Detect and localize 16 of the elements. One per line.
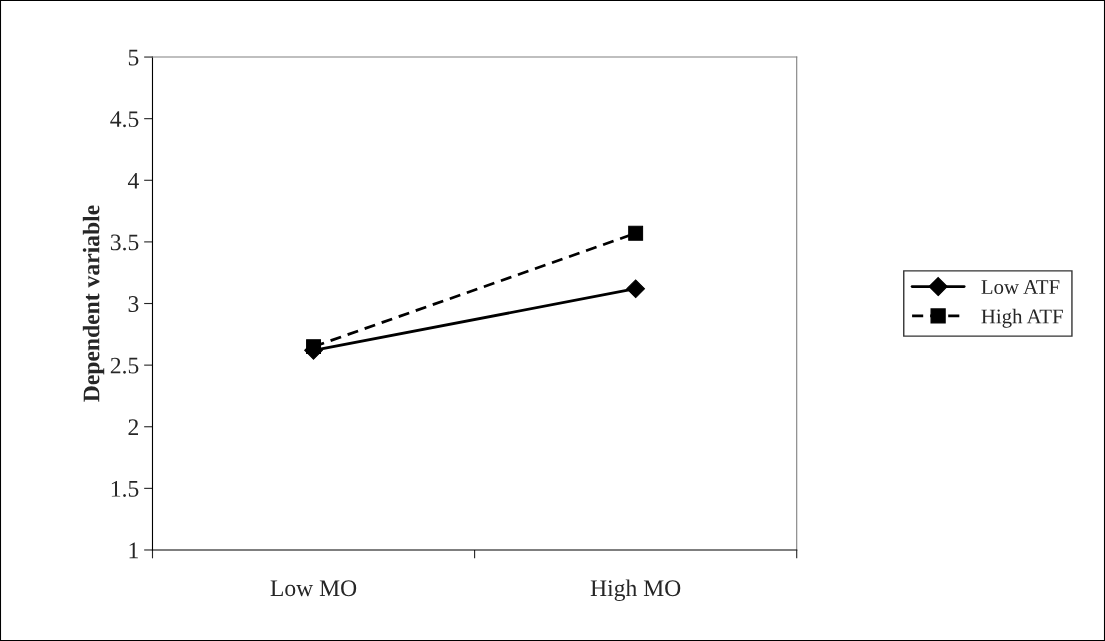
legend-label: High ATF (981, 308, 1063, 328)
y-tick-label: 5 (128, 49, 139, 66)
point (626, 279, 646, 299)
y-tick-label: 4 (127, 172, 139, 189)
legend-label: Low ATF (981, 280, 1060, 295)
point (628, 225, 644, 241)
y-tick-label: 3.5 (110, 234, 139, 251)
y-tick-label: 4.5 (110, 111, 139, 128)
y-tick-label: 1.5 (111, 480, 139, 497)
y-tick-label: 1 (129, 542, 138, 559)
y-tick-label: 2.5 (110, 357, 139, 374)
y-tick-label: 2 (128, 419, 138, 435)
y-axis-title: Dependent variable (82, 205, 105, 402)
y-tick-label: 3 (128, 296, 139, 312)
x-tick-label: Low MO (270, 580, 357, 597)
x-tick-label: High MO (590, 579, 681, 602)
